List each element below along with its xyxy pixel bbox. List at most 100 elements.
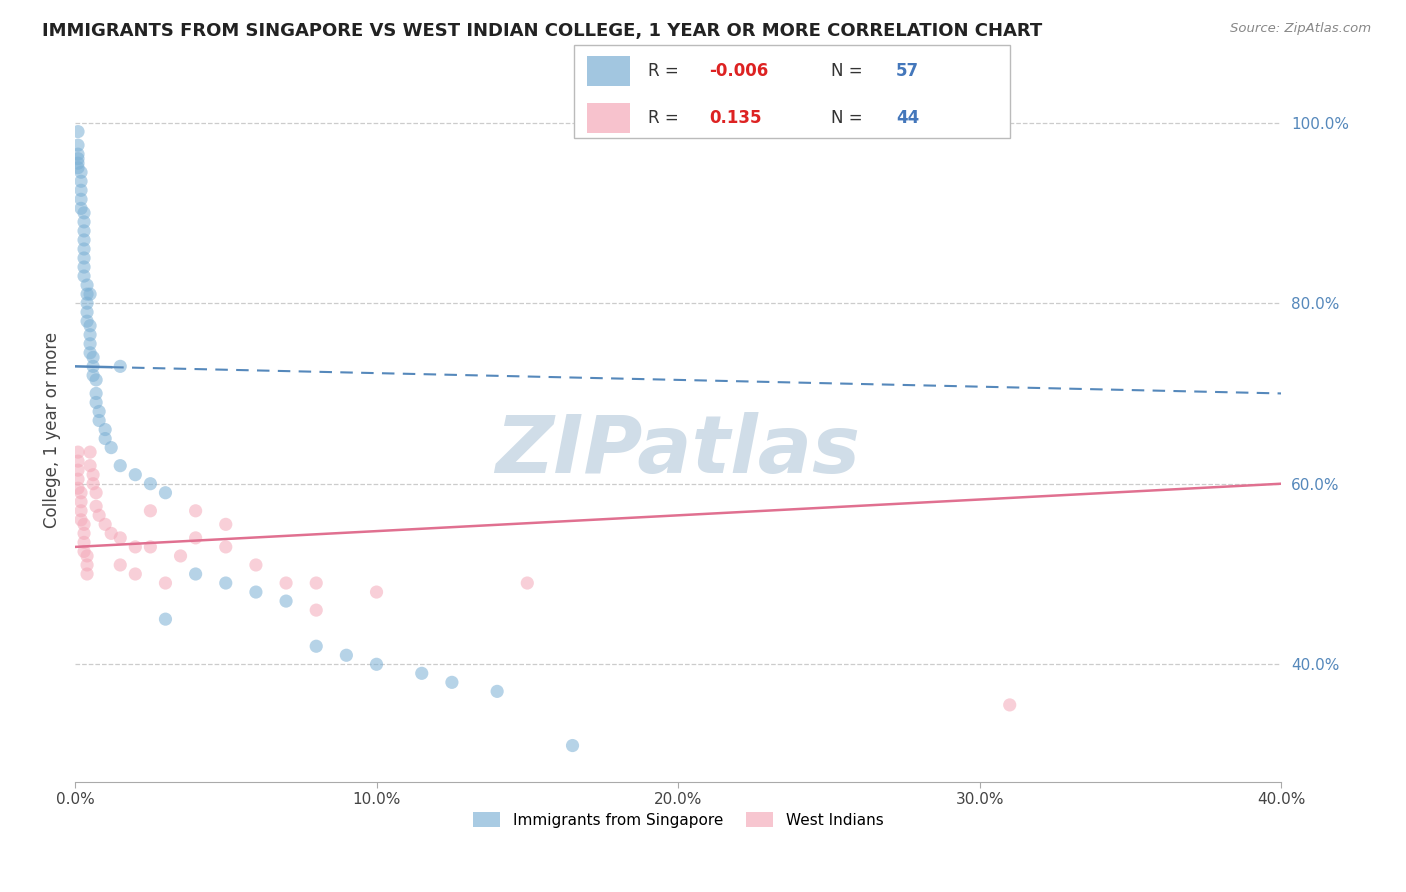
Point xyxy=(274,576,297,591)
Point xyxy=(84,373,107,387)
Point xyxy=(66,463,89,477)
Point xyxy=(70,202,93,216)
Point xyxy=(82,476,104,491)
Point xyxy=(82,351,104,365)
Point xyxy=(139,540,162,554)
Point xyxy=(73,544,96,558)
Point xyxy=(76,314,98,328)
Point xyxy=(70,174,93,188)
Point xyxy=(70,165,93,179)
Text: N =: N = xyxy=(831,109,868,127)
Point xyxy=(94,517,117,532)
Point xyxy=(84,500,107,514)
Text: Source: ZipAtlas.com: Source: ZipAtlas.com xyxy=(1230,22,1371,36)
Point xyxy=(89,413,111,427)
Point xyxy=(998,698,1021,712)
Point xyxy=(335,648,357,663)
Point xyxy=(516,576,538,591)
Point xyxy=(76,287,98,301)
Point xyxy=(84,386,107,401)
Point xyxy=(215,540,238,554)
Point xyxy=(184,531,207,545)
Point xyxy=(79,445,101,459)
Point xyxy=(124,567,146,582)
Point xyxy=(76,567,98,582)
Point xyxy=(124,467,146,482)
Text: -0.006: -0.006 xyxy=(709,62,768,79)
Text: 44: 44 xyxy=(896,109,920,127)
Point xyxy=(66,125,89,139)
Point xyxy=(73,268,96,283)
Point xyxy=(66,161,89,175)
Point xyxy=(366,657,388,672)
Point xyxy=(76,549,98,563)
Text: 57: 57 xyxy=(896,62,920,79)
Point xyxy=(124,540,146,554)
Point xyxy=(94,423,117,437)
Point xyxy=(89,404,111,418)
Point xyxy=(79,458,101,473)
Point xyxy=(245,558,267,572)
Point xyxy=(486,684,509,698)
Point xyxy=(100,526,122,541)
Point xyxy=(70,485,93,500)
Point xyxy=(110,531,132,545)
Point xyxy=(366,585,388,599)
Point xyxy=(100,441,122,455)
Point xyxy=(440,675,463,690)
Point xyxy=(169,549,191,563)
Point xyxy=(70,504,93,518)
Point xyxy=(274,594,297,608)
Point xyxy=(73,215,96,229)
Point xyxy=(155,576,177,591)
Point xyxy=(73,517,96,532)
Point xyxy=(110,359,132,374)
Point xyxy=(305,639,328,653)
Point xyxy=(70,192,93,206)
Point xyxy=(66,152,89,166)
Point xyxy=(94,432,117,446)
Point xyxy=(215,576,238,591)
Point xyxy=(66,138,89,153)
Point xyxy=(76,558,98,572)
Point xyxy=(79,327,101,342)
Point xyxy=(73,206,96,220)
Point xyxy=(305,603,328,617)
Point xyxy=(66,481,89,495)
Point xyxy=(245,585,267,599)
Point xyxy=(82,467,104,482)
Point xyxy=(82,359,104,374)
Point xyxy=(73,233,96,247)
Text: R =: R = xyxy=(648,109,683,127)
Point xyxy=(66,147,89,161)
Point xyxy=(73,260,96,274)
Point xyxy=(73,224,96,238)
Point xyxy=(73,242,96,256)
Legend: Immigrants from Singapore, West Indians: Immigrants from Singapore, West Indians xyxy=(467,806,890,834)
Point xyxy=(305,576,328,591)
Text: N =: N = xyxy=(831,62,868,79)
Point xyxy=(79,287,101,301)
Point xyxy=(82,368,104,383)
Point xyxy=(89,508,111,523)
Text: ZIPatlas: ZIPatlas xyxy=(495,412,860,490)
Point xyxy=(76,305,98,319)
Point xyxy=(110,558,132,572)
Point xyxy=(66,445,89,459)
Point xyxy=(84,395,107,409)
Point xyxy=(66,156,89,170)
Point xyxy=(73,535,96,549)
Point xyxy=(411,666,433,681)
Point xyxy=(155,612,177,626)
Text: R =: R = xyxy=(648,62,683,79)
Point xyxy=(84,485,107,500)
Point xyxy=(155,485,177,500)
Point xyxy=(110,458,132,473)
Point xyxy=(76,296,98,310)
Point xyxy=(73,526,96,541)
Point xyxy=(139,504,162,518)
Point xyxy=(79,336,101,351)
Point xyxy=(70,183,93,197)
Point xyxy=(79,346,101,360)
Point xyxy=(139,476,162,491)
